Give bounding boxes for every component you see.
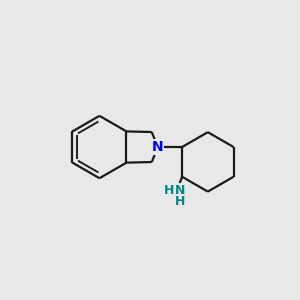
- Text: N: N: [175, 184, 185, 197]
- Text: H: H: [164, 184, 175, 197]
- Text: H: H: [175, 195, 185, 208]
- Text: N: N: [152, 140, 164, 154]
